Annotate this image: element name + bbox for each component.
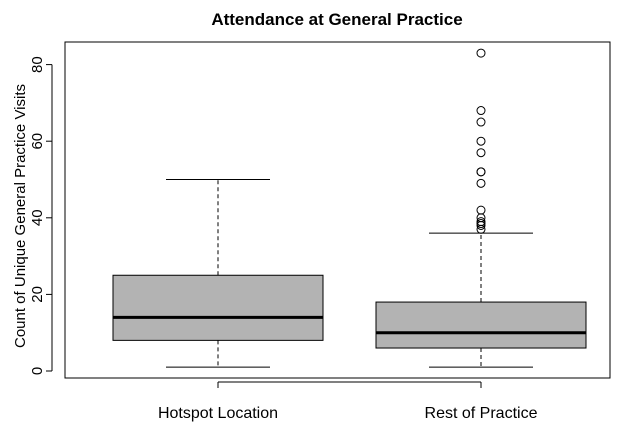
box-iqr [375, 301, 587, 349]
y-tick-label: 40 [29, 209, 46, 226]
y-tick-label: 60 [29, 133, 46, 150]
x-axis: Hotspot Location Rest of Practice [158, 381, 538, 422]
outlier-point [476, 178, 486, 188]
y-axis: 0 20 40 60 80 [29, 56, 53, 375]
outlier-point [476, 217, 486, 227]
y-tick-label: 0 [29, 367, 46, 375]
y-axis-label: Count of Unique General Practice Visits [12, 84, 29, 348]
box-group [112, 179, 324, 368]
outlier-point [476, 106, 486, 116]
outlier-point [476, 48, 486, 58]
boxes [112, 48, 587, 368]
y-tick-label: 20 [29, 286, 46, 303]
outlier-point [476, 167, 486, 177]
outlier-point [476, 148, 486, 158]
chart-title: Attendance at General Practice [211, 10, 462, 29]
outlier-point [476, 136, 486, 146]
outlier-point [476, 117, 486, 127]
outlier-point [476, 205, 486, 215]
plot-frame [64, 41, 611, 379]
y-tick-label: 80 [29, 56, 46, 73]
box-iqr [112, 274, 324, 341]
box-group [375, 48, 587, 368]
x-category-label: Rest of Practice [425, 405, 538, 422]
x-category-label: Hotspot Location [158, 405, 278, 422]
